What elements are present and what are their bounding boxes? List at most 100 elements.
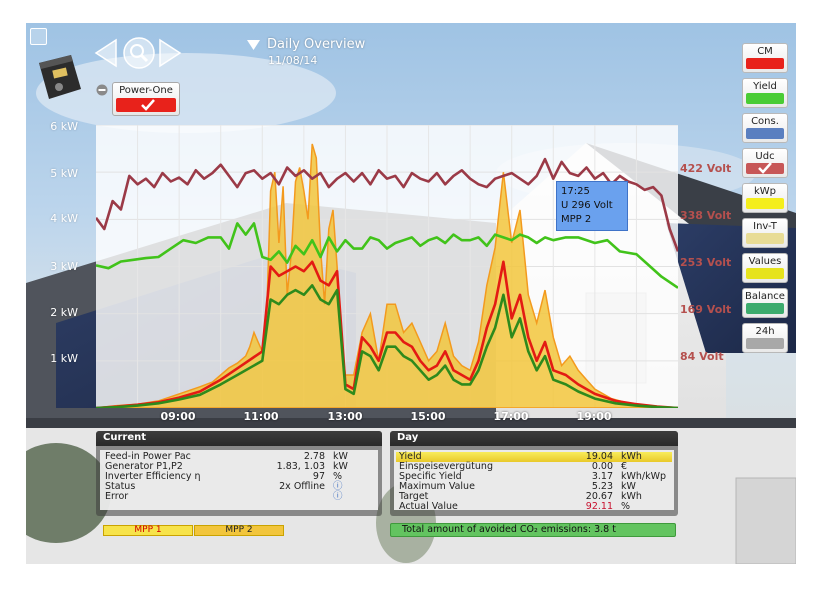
daily-power-chart[interactable]	[96, 125, 678, 408]
toggle-label: Inv-T	[753, 221, 777, 232]
row-value: 1.83, 1.03	[276, 461, 325, 472]
day-row: Yield 19.04 kWh	[399, 452, 669, 462]
co2-savings-bar: Total amount of avoided CO₂ emissions: 3…	[390, 523, 676, 537]
toggle-color-swatch	[746, 303, 784, 314]
current-row: Status 2x Offline ⓘ	[105, 482, 373, 492]
next-day-icon[interactable]	[158, 38, 182, 68]
series-udc-line	[96, 157, 678, 252]
row-label: Feed-in Power Pac	[105, 451, 191, 462]
toggle-color-swatch	[746, 58, 784, 69]
row-label: Inverter Efficiency η	[105, 471, 201, 482]
status-info-icon[interactable]: ⓘ	[333, 481, 343, 492]
row-label: Yield	[399, 451, 422, 462]
row-value: 2.78	[303, 451, 325, 462]
series-toggle-cm[interactable]: CM	[742, 43, 788, 73]
current-row: Error ⓘ	[105, 492, 373, 502]
volt-tick-label: 422 Volt	[680, 162, 732, 175]
day-panel-body: Yield 19.04 kWh Einspeisevergütung 0.00 …	[394, 450, 674, 512]
row-label: Status	[105, 481, 136, 492]
series-yield-line	[96, 284, 678, 408]
day-panel: Day Yield 19.04 kWh Einspeisevergütung 0…	[390, 431, 678, 516]
series-toggle-udc[interactable]: Udc	[742, 148, 788, 178]
series-toggle-24h[interactable]: 24h	[742, 323, 788, 353]
day-row: Target 20.67 kWh	[399, 492, 669, 502]
series-toggle-inv-t[interactable]: Inv-T	[742, 218, 788, 248]
previous-day-icon[interactable]	[94, 38, 118, 68]
y-tick-label: 4 kW	[50, 212, 78, 225]
current-row: Inverter Efficiency η 97 %	[105, 472, 373, 482]
x-tick-label: 17:00	[493, 410, 529, 423]
row-unit: kWh	[621, 451, 642, 462]
x-tick-label: 09:00	[160, 410, 196, 423]
toggle-label: CM	[757, 46, 773, 57]
toggle-color-swatch	[746, 162, 784, 174]
series-mpp-2-voltage-line	[96, 222, 678, 289]
series-toggle-values[interactable]: Values	[742, 253, 788, 283]
chart-tooltip: 17:25 U 296 Volt MPP 2	[556, 181, 628, 231]
row-value: 2x Offline	[279, 481, 325, 492]
toggle-color-swatch	[746, 198, 784, 209]
toggle-label: kWp	[753, 186, 777, 197]
series-toggle-kwp[interactable]: kWp	[742, 183, 788, 213]
row-label: Generator P1,P2	[105, 461, 183, 472]
row-unit: %	[621, 501, 631, 512]
row-value: 3.17	[591, 471, 613, 482]
checkmark-icon	[758, 162, 772, 174]
current-panel: Current Feed-in Power Pac 2.78 kW Genera…	[96, 431, 382, 516]
error-info-icon[interactable]: ⓘ	[333, 491, 343, 502]
solar-monitor-view: Daily Overview 11/08/14 Power-One 6 kW 5…	[26, 23, 796, 564]
row-unit: kW	[621, 481, 636, 492]
legend-mpp2[interactable]: MPP 2	[194, 525, 284, 536]
volt-tick-label: 253 Volt	[680, 256, 732, 269]
current-row: Feed-in Power Pac 2.78 kW	[105, 452, 373, 462]
row-label: Maximum Value	[399, 481, 475, 492]
row-value: 19.04	[585, 451, 613, 462]
x-tick-label: 19:00	[576, 410, 612, 423]
y-tick-label: 6 kW	[50, 120, 78, 133]
minus-circle-icon[interactable]	[96, 84, 108, 96]
row-unit: €	[621, 461, 628, 472]
row-label: Actual Value	[399, 501, 458, 512]
current-panel-body: Feed-in Power Pac 2.78 kW Generator P1,P…	[100, 450, 378, 510]
zoom-search-icon[interactable]	[122, 36, 156, 70]
select-checkbox[interactable]	[30, 28, 47, 45]
row-value: 0.00	[591, 461, 613, 472]
yield-highlight	[396, 452, 672, 462]
toggle-color-swatch	[746, 338, 784, 349]
toggle-color-swatch	[746, 93, 784, 104]
row-value: 97	[312, 471, 325, 482]
day-row: Actual Value 92.11 %	[399, 502, 669, 512]
toggle-label: Balance	[745, 291, 785, 302]
tooltip-series: MPP 2	[561, 214, 592, 225]
toggle-label: Udc	[755, 151, 775, 162]
toggle-color-swatch	[746, 268, 784, 279]
row-unit: kWh/kWp	[621, 471, 667, 482]
inverter-label: Power-One	[119, 85, 173, 96]
toggle-color-swatch	[746, 128, 784, 139]
power-one-inverter-button[interactable]: Power-One	[112, 82, 180, 116]
page-title: Daily Overview	[267, 37, 366, 52]
y-tick-label: 5 kW	[50, 167, 78, 180]
row-label: Error	[105, 491, 129, 502]
inverter-color-swatch	[116, 98, 176, 112]
row-unit: %	[333, 471, 343, 482]
row-label: Einspeisevergütung	[399, 461, 493, 472]
toggle-label: Cons.	[751, 116, 779, 127]
series-mpp-1-power-line	[96, 260, 678, 408]
row-value: 20.67	[585, 491, 613, 502]
y-tick-label: 3 kW	[50, 260, 78, 273]
toggle-label: 24h	[755, 326, 775, 337]
row-unit: kWh	[621, 491, 642, 502]
day-panel-title: Day	[390, 431, 678, 446]
collapse-triangle-icon[interactable]	[247, 40, 260, 50]
current-panel-title: Current	[96, 431, 382, 446]
current-row: Generator P1,P2 1.83, 1.03 kW	[105, 462, 373, 472]
series-toggle-cons[interactable]: Cons.	[742, 113, 788, 143]
x-tick-label: 11:00	[243, 410, 279, 423]
toggle-color-swatch	[746, 233, 784, 244]
series-toggle-yield[interactable]: Yield	[742, 78, 788, 108]
toggle-label: Yield	[753, 81, 777, 92]
series-toggle-balance[interactable]: Balance	[742, 288, 788, 318]
day-row: Maximum Value 5.23 kW	[399, 482, 669, 492]
legend-mpp1[interactable]: MPP 1	[103, 525, 193, 536]
